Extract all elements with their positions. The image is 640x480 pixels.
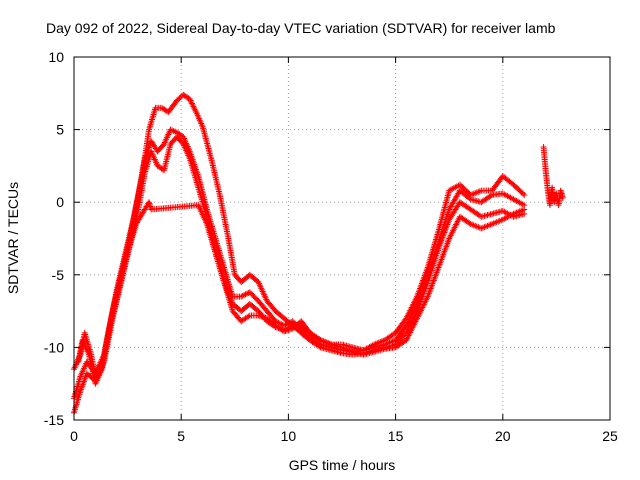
data-point [521, 206, 528, 213]
series-track-4 [75, 199, 528, 387]
data-point [238, 293, 245, 300]
x-tick-label: 0 [70, 428, 78, 444]
data-point [191, 106, 198, 113]
plot-frame [73, 56, 611, 421]
axis-ticks: 0 5 10 15 20 25 -15 -10 -5 0 5 10 [44, 49, 618, 444]
y-tick-label: 10 [48, 49, 64, 65]
data-point [241, 292, 248, 299]
chart-title: Day 092 of 2022, Sidereal Day-to-day VTE… [46, 20, 556, 36]
x-axis-label: GPS time / hours [289, 457, 396, 473]
data-point [487, 192, 494, 199]
data-point [520, 190, 527, 197]
series-track-5 [540, 144, 566, 209]
data-point [186, 96, 193, 103]
y-tick-label: 0 [56, 194, 64, 210]
y-tick-label: 5 [56, 122, 64, 138]
data-point [188, 100, 195, 107]
data-point [187, 97, 194, 104]
x-tick-label: 5 [177, 428, 185, 444]
x-tick-label: 10 [281, 428, 297, 444]
data-point [559, 194, 566, 201]
data-point [191, 104, 198, 111]
data-point [190, 103, 197, 110]
data-point [192, 107, 199, 114]
y-tick-label: -5 [52, 267, 65, 283]
y-tick-label: -10 [44, 339, 64, 355]
x-tick-label: 25 [602, 428, 618, 444]
data-point [245, 289, 252, 296]
y-axis-label: SDTVAR / TECUs [5, 182, 21, 294]
data-point [242, 291, 249, 298]
data-point [316, 343, 323, 350]
x-tick-label: 15 [388, 428, 404, 444]
data-point [188, 99, 195, 106]
data-point [239, 292, 246, 299]
data-point [521, 191, 528, 198]
data-point [245, 313, 252, 320]
series-track-1 [71, 91, 528, 380]
data-marks [71, 91, 566, 416]
series-track-2 [71, 126, 528, 402]
data-point [276, 320, 283, 327]
x-tick-label: 20 [495, 428, 511, 444]
y-tick-label: -15 [44, 412, 64, 428]
data-point [189, 101, 196, 108]
